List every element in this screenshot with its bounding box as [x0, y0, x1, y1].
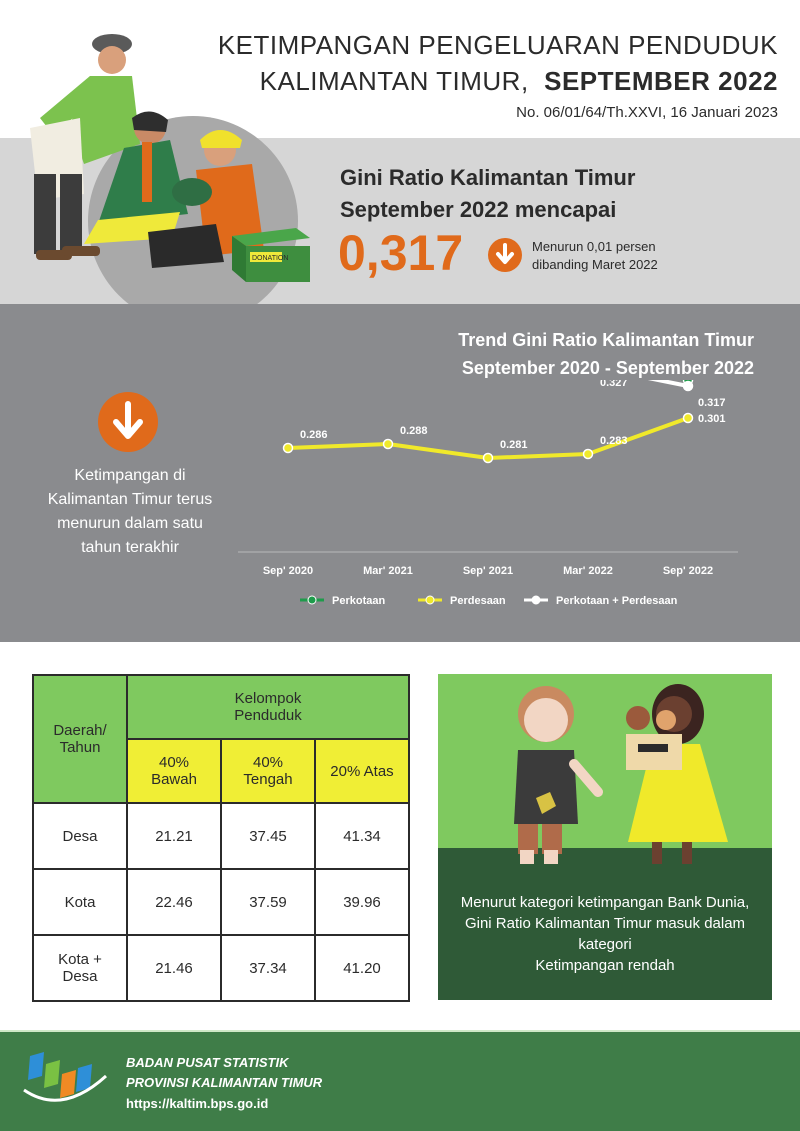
- column-header-label: 40% Tengah: [243, 754, 293, 788]
- data-label: 0.301: [698, 413, 726, 425]
- table-cell: 21.21: [126, 802, 222, 870]
- column-header-label: 20% Atas: [330, 762, 394, 780]
- group-header: Kelompok Penduduk: [126, 674, 410, 740]
- worldbank-text: Menurut kategori ketimpangan Bank Dunia,…: [448, 892, 762, 976]
- table-cell: 37.45: [220, 802, 316, 870]
- table-cell: 37.59: [220, 868, 316, 936]
- legend-marker: [425, 595, 435, 605]
- chart-title-main: Trend Gini Ratio Kalimantan Timur: [458, 330, 754, 350]
- trend-side-text: Ketimpangan di Kalimantan Timur terus me…: [47, 467, 213, 556]
- children-illustration: [514, 684, 728, 864]
- title-line-1: KETIMPANGAN PENGELUARAN PENDUDUK: [217, 30, 778, 60]
- row-label: Kota: [32, 868, 128, 936]
- row-label-text: Kota + Desa: [58, 951, 102, 985]
- region-header-label: Daerah/ Tahun: [53, 722, 107, 756]
- donation-illustration: DONATION: [30, 34, 310, 282]
- legend-label: Perdesaan: [450, 595, 506, 607]
- series-line: [647, 380, 689, 388]
- column-header: 20% Atas: [314, 738, 410, 804]
- x-tick-label: Sep' 2021: [463, 565, 513, 577]
- table-cell: 21.46: [126, 934, 222, 1002]
- data-point: [382, 438, 394, 450]
- data-point: [482, 452, 494, 464]
- x-tick-label: Mar' 2021: [363, 565, 413, 577]
- chart-title: Trend Gini Ratio Kalimantan Timur Septem…: [458, 326, 754, 382]
- x-tick-label: Mar' 2022: [563, 565, 613, 577]
- change-line-2: dibanding Maret 2022: [532, 257, 658, 272]
- distribution-table: Daerah/ Tahun Kelompok Penduduk 40% Bawa…: [32, 674, 410, 1002]
- title-line-2: KALIMANTAN TIMUR, SEPTEMBER 2022: [260, 66, 778, 97]
- x-tick-label: Sep' 2022: [663, 565, 713, 577]
- series-line: [287, 416, 689, 460]
- arrow-down-large-icon: [98, 392, 158, 452]
- footer-divider: [0, 1030, 800, 1033]
- bps-logo-icon: [23, 1052, 108, 1102]
- region-header: Daerah/ Tahun: [32, 674, 128, 804]
- data-label: 0.283: [600, 435, 628, 447]
- table-cell: 41.20: [314, 934, 410, 1002]
- data-label: 0.286: [300, 429, 328, 441]
- trend-band: [0, 304, 800, 642]
- legend-label: Perkotaan: [332, 595, 385, 607]
- table-row: Kota 22.46 37.59 39.96: [32, 868, 410, 936]
- worldbank-panel-floor: [438, 848, 772, 1000]
- table-row: Desa 21.21 37.45 41.34: [32, 802, 410, 870]
- gini-value: 0,317: [338, 225, 464, 281]
- group-header-label: Kelompok Penduduk: [234, 690, 302, 724]
- footer-org-line-2: PROVINSI KALIMANTAN TIMUR: [126, 1075, 323, 1090]
- footer: [0, 1032, 800, 1131]
- footer-url[interactable]: https://kaltim.bps.go.id: [126, 1096, 269, 1111]
- data-label: 0.331: [500, 380, 528, 381]
- gini-heading: Gini Ratio Kalimantan Timur September 20…: [340, 162, 635, 226]
- worldbank-sentence: Menurut kategori ketimpangan Bank Dunia,…: [460, 894, 750, 953]
- data-point: [682, 380, 694, 392]
- gini-heading-line-2: September 2022 mencapai: [340, 197, 617, 222]
- data-label: 0.288: [400, 425, 428, 437]
- column-header: 40% Bawah: [126, 738, 222, 804]
- data-point: [582, 448, 594, 460]
- data-label: 0.317: [698, 397, 726, 409]
- column-header: 40% Tengah: [220, 738, 316, 804]
- footer-org: BADAN PUSAT STATISTIK PROVINSI KALIMANTA…: [126, 1053, 322, 1093]
- donation-box-label: DONATION: [252, 255, 288, 262]
- arrow-down-icon: [488, 238, 522, 272]
- legend-marker: [307, 595, 317, 605]
- title-region: KALIMANTAN TIMUR,: [259, 66, 529, 96]
- chart-subtitle: September 2020 - September 2022: [461, 358, 754, 378]
- title-period: SEPTEMBER 2022: [544, 66, 778, 96]
- data-label: 0.281: [500, 439, 528, 451]
- data-label: 0.327: [600, 380, 628, 389]
- change-line-1: Menurun 0,01 persen: [532, 239, 656, 254]
- row-label: Kota + Desa: [32, 934, 128, 1002]
- legend-marker: [531, 595, 541, 605]
- table-row: Kota + Desa 21.46 37.34 41.20: [32, 934, 410, 1002]
- change-note: Menurun 0,01 persen dibanding Maret 2022: [532, 238, 658, 274]
- release-number: No. 06/01/64/Th.XXVI, 16 Januari 2023: [516, 104, 778, 121]
- legend-label: Perkotaan + Perdesaan: [556, 595, 678, 607]
- table-cell: 37.34: [220, 934, 316, 1002]
- row-label: Desa: [32, 802, 128, 870]
- gini-heading-line-1: Gini Ratio Kalimantan Timur: [340, 165, 636, 190]
- column-header-label: 40% Bawah: [151, 754, 197, 788]
- table-cell: 22.46: [126, 868, 222, 936]
- x-tick-label: Sep' 2020: [263, 565, 313, 577]
- data-point: [282, 442, 294, 454]
- gini-trend-chart: Sep' 2020 Mar' 2021 Sep' 2021 Mar' 2022 Sep'…: [238, 380, 738, 607]
- data-point: [682, 412, 694, 424]
- table-cell: 39.96: [314, 868, 410, 936]
- footer-org-line-1: BADAN PUSAT STATISTIK: [126, 1055, 289, 1070]
- worldbank-category: Ketimpangan rendah: [535, 957, 675, 974]
- table-cell: 41.34: [314, 802, 410, 870]
